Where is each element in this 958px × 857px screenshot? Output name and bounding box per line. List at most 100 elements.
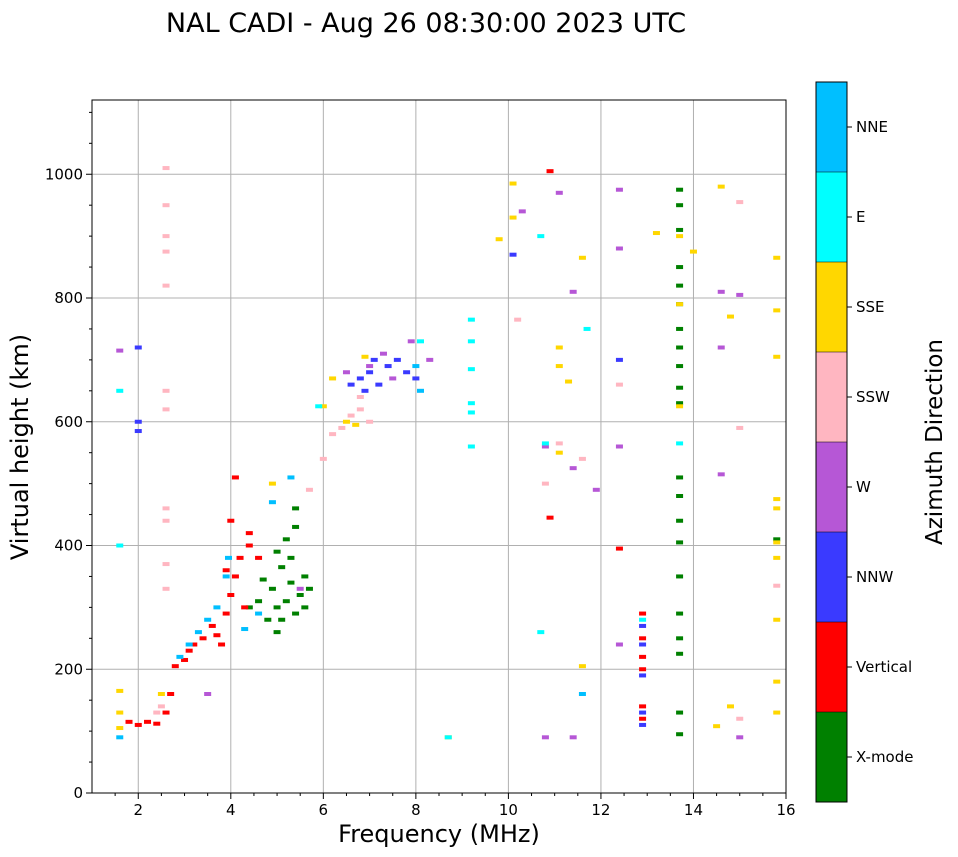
data-point-nnw bbox=[509, 252, 517, 257]
data-point-ssw bbox=[162, 249, 170, 254]
axes: 2 4 6 8 10 12 14 16 0 200 400 600 800 1000 bbox=[45, 111, 796, 819]
data-point-w bbox=[592, 487, 600, 492]
data-point-x-mode bbox=[676, 475, 684, 480]
y-tick-label: 200 bbox=[54, 660, 83, 678]
data-point-vertical bbox=[639, 636, 647, 641]
data-point-sse bbox=[157, 692, 165, 696]
data-point-vertical bbox=[639, 654, 647, 659]
grid-lines bbox=[92, 100, 786, 793]
data-point-w bbox=[569, 289, 577, 294]
data-point-x-mode bbox=[676, 227, 684, 232]
data-point-ssw bbox=[356, 395, 364, 399]
data-point-w bbox=[736, 292, 744, 297]
data-point-w bbox=[541, 444, 549, 449]
data-point-e bbox=[467, 339, 475, 344]
data-point-sse bbox=[352, 422, 360, 427]
data-point-vertical bbox=[245, 543, 253, 548]
data-point-x-mode bbox=[676, 345, 684, 350]
data-point-w bbox=[569, 466, 577, 471]
data-point-sse bbox=[717, 184, 725, 189]
data-point-sse bbox=[652, 231, 660, 236]
data-point-x-mode bbox=[296, 593, 304, 597]
data-point-sse bbox=[713, 724, 721, 729]
data-point-x-mode bbox=[676, 326, 684, 331]
data-point-x-mode bbox=[676, 203, 684, 208]
data-point-vertical bbox=[615, 546, 623, 551]
x-tick-label: 10 bbox=[499, 801, 518, 819]
data-point-x-mode bbox=[301, 574, 309, 579]
data-point-vertical bbox=[144, 719, 152, 724]
data-point-x-mode bbox=[255, 599, 263, 604]
data-point-sse bbox=[319, 404, 327, 409]
x-tick-label: 2 bbox=[133, 801, 143, 819]
y-tick-label: 1000 bbox=[45, 165, 83, 183]
data-point-ssw bbox=[773, 583, 781, 588]
data-point-sse bbox=[565, 379, 573, 384]
colorbar-frame bbox=[815, 81, 848, 803]
data-point-vertical bbox=[639, 611, 647, 616]
data-point-x-mode bbox=[676, 265, 684, 270]
colorbar-tick-label: NNE bbox=[856, 118, 888, 136]
data-point-sse bbox=[116, 726, 124, 731]
data-points bbox=[116, 166, 781, 740]
data-point-w bbox=[615, 642, 623, 647]
data-point-nne bbox=[416, 388, 424, 393]
data-point-vertical bbox=[125, 719, 133, 724]
data-point-e bbox=[116, 543, 124, 548]
data-point-w bbox=[204, 692, 212, 696]
data-point-x-mode bbox=[273, 630, 281, 635]
data-point-nne bbox=[412, 364, 420, 369]
data-point-nne bbox=[213, 605, 221, 610]
data-point-sse bbox=[773, 679, 781, 684]
colorbar-tick-label: SSW bbox=[856, 388, 890, 406]
data-point-ssw bbox=[162, 166, 170, 171]
data-point-w bbox=[296, 586, 304, 591]
data-point-nnw bbox=[347, 382, 355, 387]
data-point-e bbox=[537, 630, 545, 635]
data-point-e bbox=[444, 735, 452, 740]
data-point-sse bbox=[116, 688, 124, 693]
data-point-x-mode bbox=[676, 518, 684, 523]
data-point-w bbox=[615, 444, 623, 449]
data-point-ssw bbox=[347, 413, 355, 418]
data-point-w bbox=[407, 339, 415, 344]
colorbar-swatch bbox=[816, 442, 847, 532]
data-point-vertical bbox=[171, 664, 179, 669]
data-point-w bbox=[389, 376, 397, 381]
data-point-nnw bbox=[639, 673, 647, 678]
data-point-ssw bbox=[736, 200, 744, 205]
data-point-vertical bbox=[134, 722, 142, 727]
y-tick-label: 800 bbox=[54, 289, 83, 307]
data-point-w bbox=[116, 348, 124, 353]
data-point-e bbox=[583, 326, 591, 331]
data-point-ssw bbox=[578, 456, 586, 461]
data-point-e bbox=[467, 410, 475, 415]
data-point-w bbox=[518, 209, 526, 214]
data-point-ssw bbox=[356, 407, 364, 412]
data-point-sse bbox=[342, 419, 350, 424]
data-point-w bbox=[569, 735, 577, 740]
data-point-sse bbox=[578, 664, 586, 669]
data-point-e bbox=[467, 317, 475, 322]
data-point-vertical bbox=[208, 623, 216, 628]
data-point-ssw bbox=[157, 704, 165, 709]
colorbar-swatch bbox=[816, 262, 847, 352]
data-point-ssw bbox=[615, 382, 623, 387]
data-point-ssw bbox=[162, 506, 170, 511]
data-point-sse bbox=[773, 354, 781, 359]
data-point-ssw bbox=[153, 710, 161, 715]
data-point-x-mode bbox=[676, 651, 684, 656]
colorbar: X-mode Vertical NNW W SSW SSE E NNE bbox=[815, 81, 913, 803]
data-point-nnw bbox=[615, 357, 623, 362]
data-point-vertical bbox=[222, 611, 230, 616]
data-point-x-mode bbox=[773, 537, 781, 542]
data-point-sse bbox=[361, 354, 369, 359]
data-point-ssw bbox=[162, 562, 170, 567]
data-point-x-mode bbox=[301, 605, 309, 610]
data-point-ssw bbox=[162, 388, 170, 393]
data-point-x-mode bbox=[676, 385, 684, 390]
data-point-sse bbox=[578, 255, 586, 260]
data-point-vertical bbox=[227, 593, 235, 597]
data-point-w bbox=[615, 187, 623, 192]
data-point-w bbox=[717, 289, 725, 294]
